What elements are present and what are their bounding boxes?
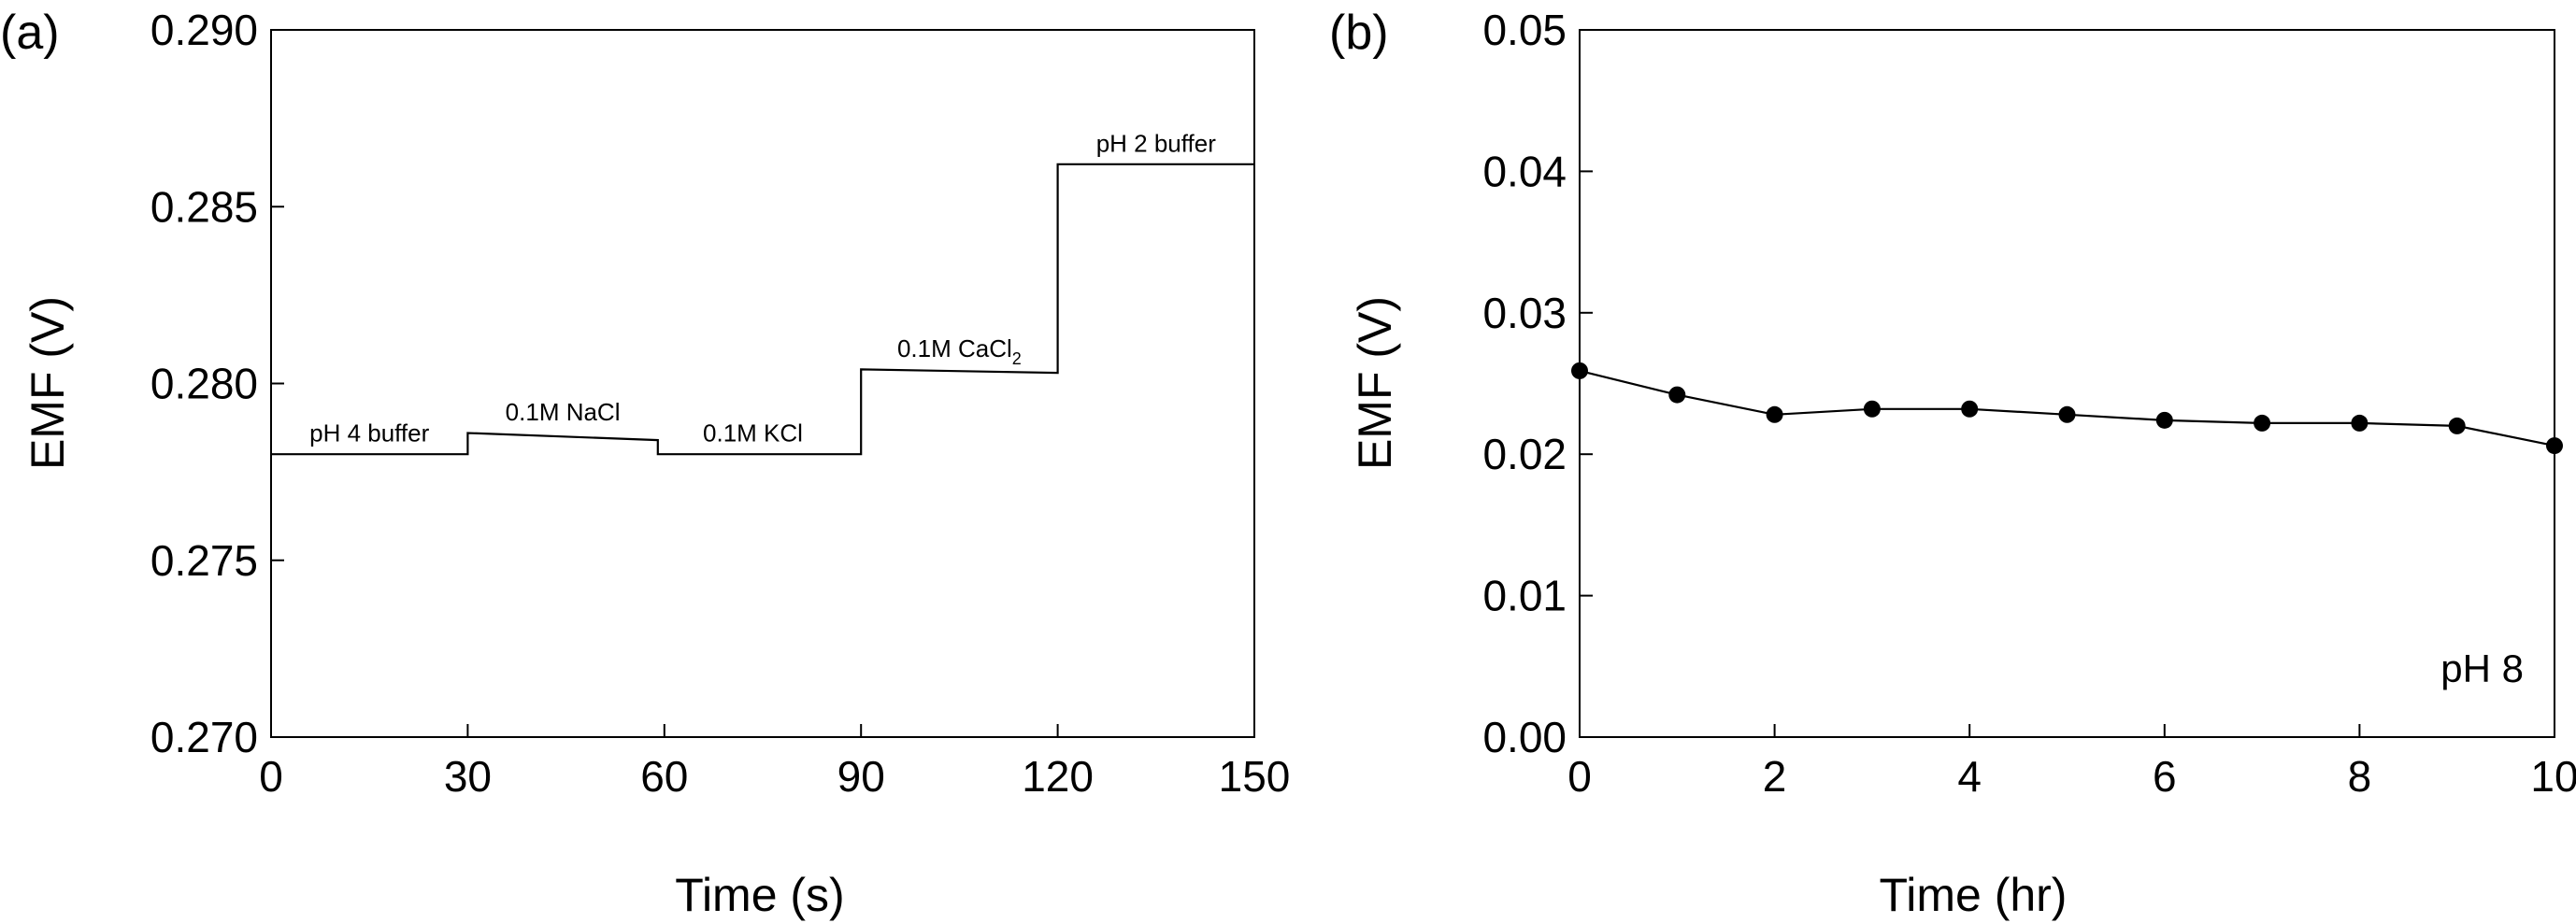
x-tick-label-b: 4 [1957, 752, 1982, 801]
data-point-b [2546, 437, 2563, 455]
x-tick-label-b: 8 [2348, 752, 2372, 801]
x-tick-label-b: 10 [2530, 752, 2576, 801]
x-axis-label-a: Time (s) [675, 869, 844, 921]
annotation-label: 0.1M CaCl2 [897, 334, 1022, 368]
series-line-a [271, 163, 1254, 456]
annotation-label: pH 4 buffer [309, 419, 430, 447]
x-tick-label-b: 2 [1763, 752, 1787, 801]
data-point-b [1766, 405, 1783, 423]
y-axis-label-b: EMF (V) [1349, 296, 1401, 470]
data-point-b [2254, 414, 2271, 432]
data-point-b [1571, 362, 1588, 379]
y-tick-label-b: 0.03 [1482, 289, 1567, 337]
x-tick-label-b: 0 [1567, 752, 1592, 801]
y-tick-label-b: 0.01 [1482, 572, 1567, 620]
x-tick-label-a: 0 [259, 752, 283, 801]
y-axis-label-a: EMF (V) [21, 296, 74, 470]
y-tick-label-a: 0.285 [150, 182, 258, 231]
data-point-b [2351, 414, 2368, 432]
x-tick-label-a: 60 [640, 752, 688, 801]
data-point-b [1863, 400, 1881, 418]
x-tick-label-a: 30 [444, 752, 492, 801]
y-tick-label-b: 0.04 [1482, 147, 1567, 195]
y-tick-label-a: 0.270 [150, 713, 258, 761]
panel-label-a: (a) [0, 6, 60, 60]
chart-a: (a) EMF (V) Time (s) 0.270 0.275 0.280 0.28… [0, 6, 1290, 921]
y-tick-label-b: 0.02 [1482, 430, 1567, 478]
y-tick-label-a: 0.275 [150, 536, 258, 585]
data-point-b [2448, 417, 2466, 434]
panel-label-b: (b) [1329, 6, 1389, 60]
y-tick-label-a: 0.290 [150, 6, 258, 54]
plot-frame-b [1579, 29, 2555, 738]
annotation-label: pH 2 buffer [1096, 129, 1217, 157]
annotation-label: 0.1M NaCl [506, 398, 621, 426]
x-tick-label-a: 120 [1022, 752, 1094, 801]
data-point-b [2155, 411, 2173, 429]
x-tick-label-a: 90 [837, 752, 885, 801]
x-tick-label-b: 6 [2153, 752, 2177, 801]
chart-b: (b) EMF (V) Time (hr) pH 8 0.00 0.01 0.02 0… [1329, 6, 2576, 921]
data-point-b [2058, 405, 2076, 423]
annotation-label: 0.1M KCl [703, 419, 803, 447]
data-point-b [1668, 386, 1686, 404]
x-tick-label-a: 150 [1219, 752, 1291, 801]
y-tick-label-b: 0.05 [1482, 6, 1567, 54]
y-tick-label-b: 0.00 [1482, 713, 1567, 761]
y-tick-label-a: 0.280 [150, 360, 258, 408]
inset-note-ph8: pH 8 [2440, 646, 2524, 690]
data-point-b [1961, 400, 1979, 418]
x-axis-label-b: Time (hr) [1880, 869, 2068, 921]
